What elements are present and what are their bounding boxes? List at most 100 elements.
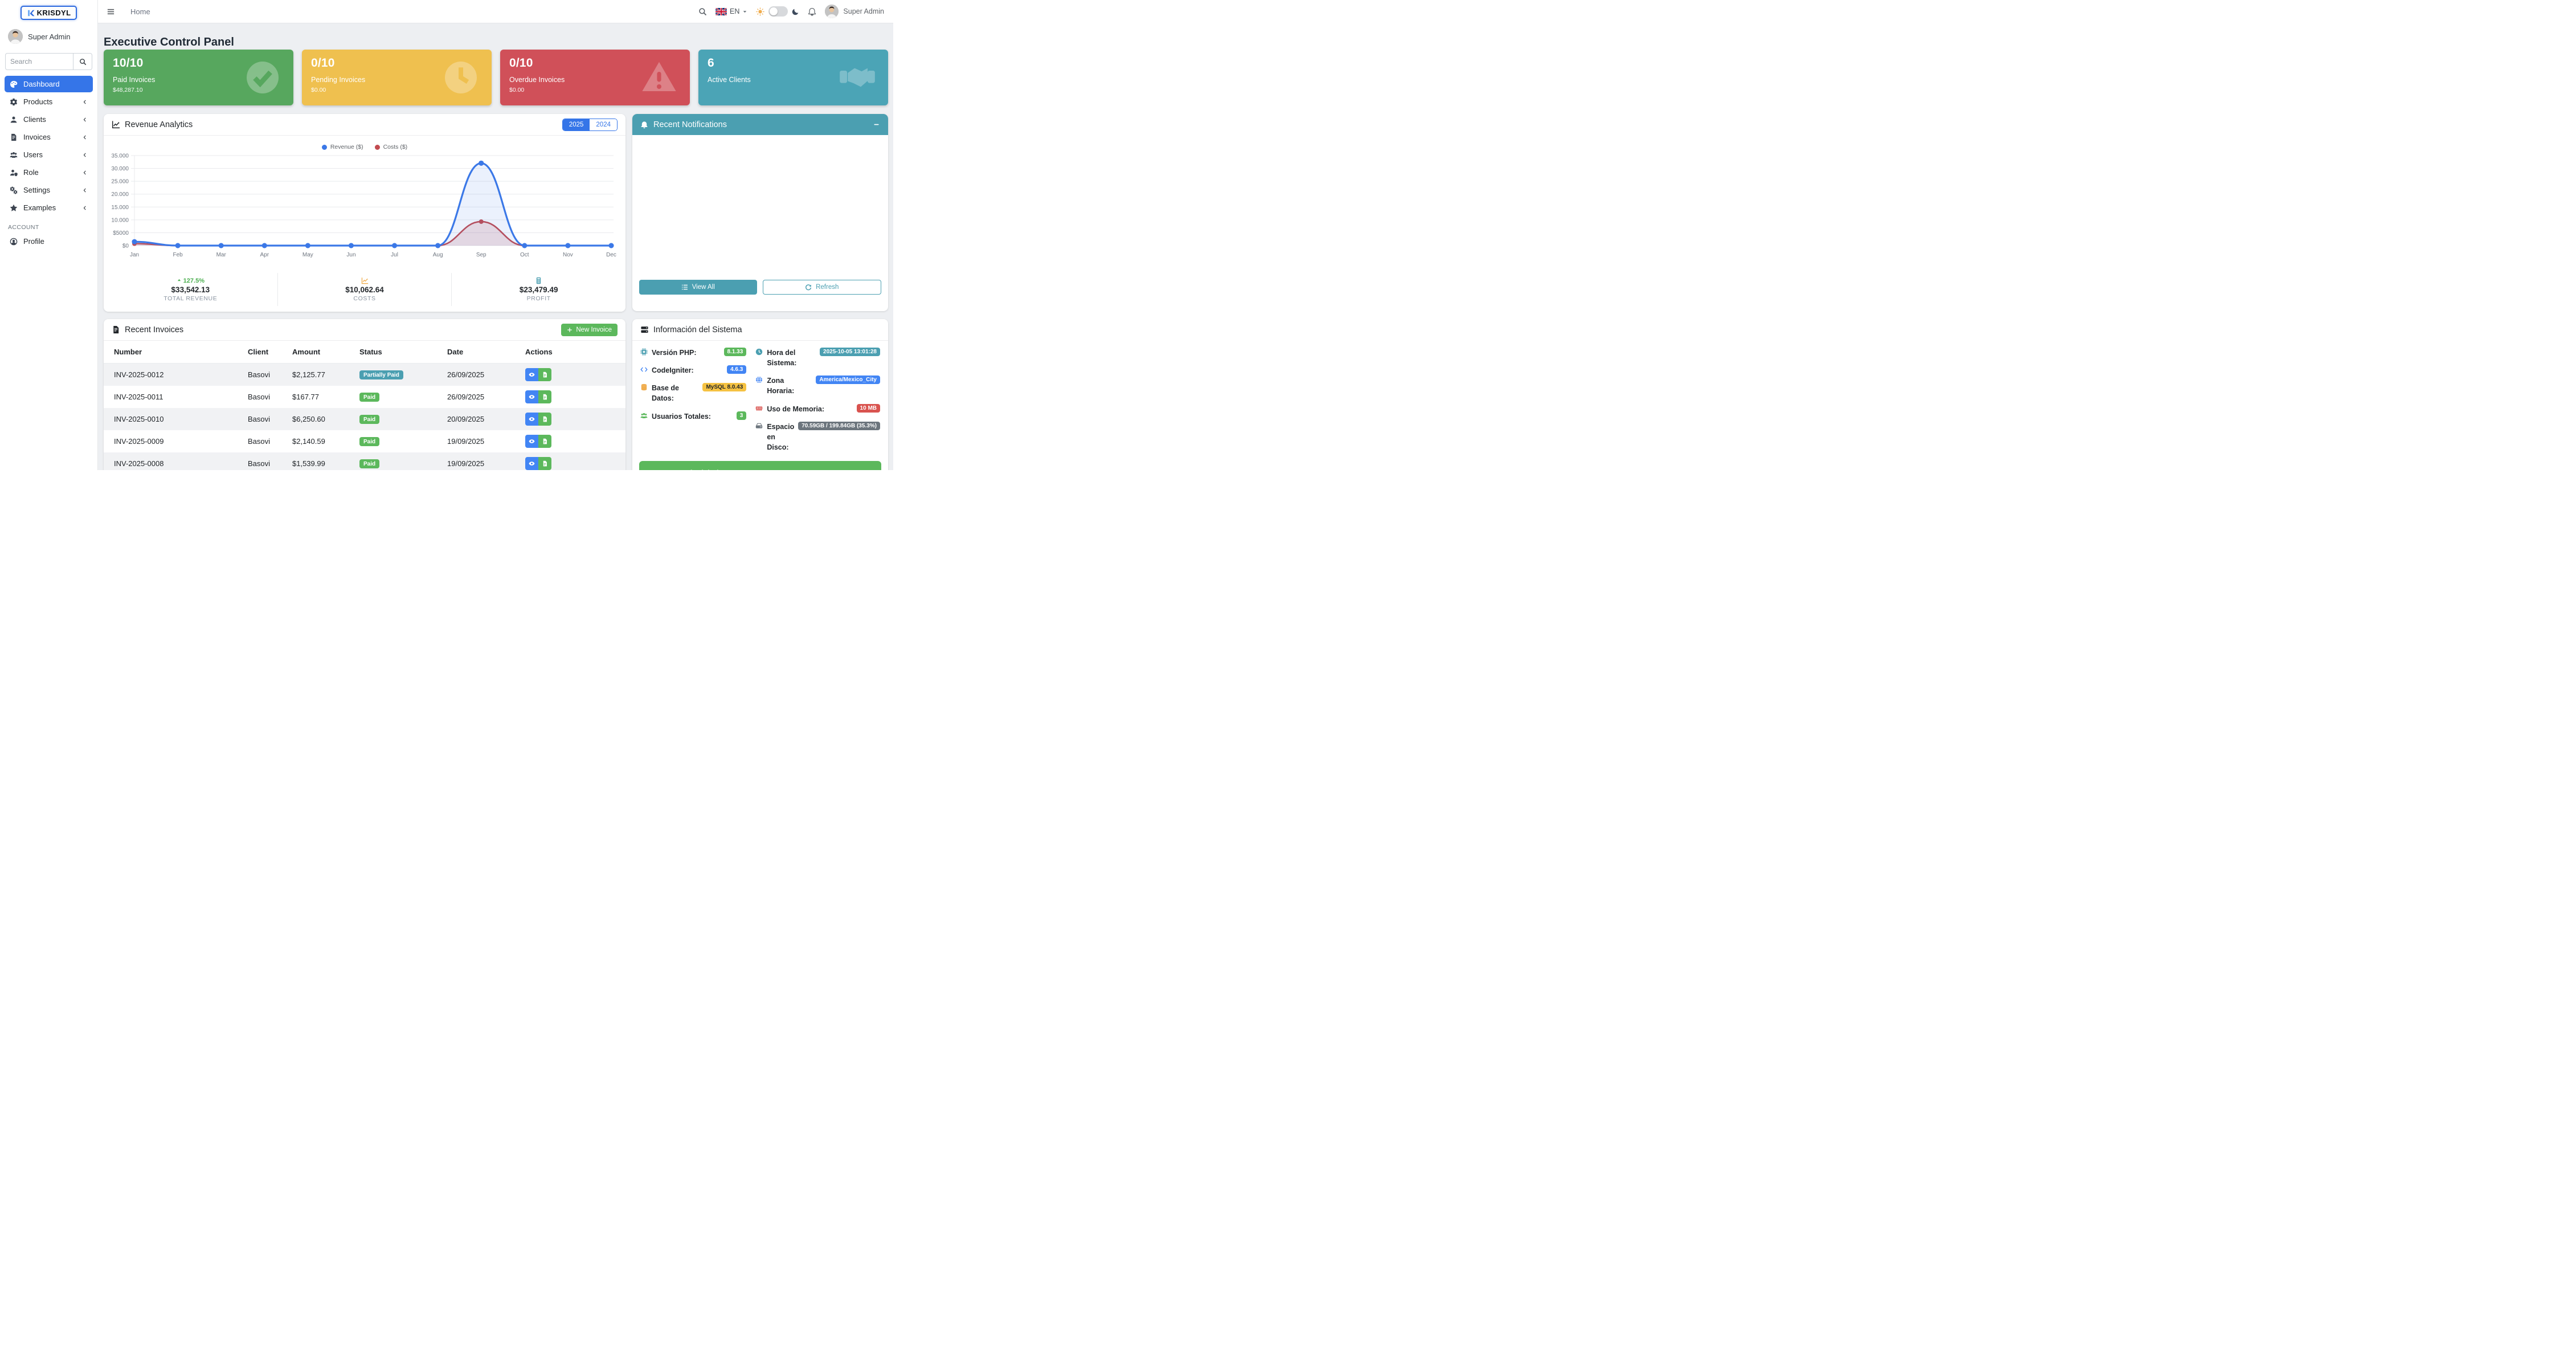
year-button-group: 2025 2024 <box>562 118 618 131</box>
sidebar-item-label: Role <box>23 168 39 177</box>
download-pdf-button[interactable] <box>538 368 551 381</box>
download-pdf-button[interactable] <box>538 457 551 470</box>
legend-item[interactable]: Costs ($) <box>374 144 408 150</box>
invoice-status-cell: Paid <box>359 414 447 425</box>
eye-icon <box>529 372 535 378</box>
recent-notifications-card: Recent Notifications View All Refresh <box>632 114 888 311</box>
year-button-2024[interactable]: 2024 <box>590 119 617 130</box>
action-button-group <box>525 368 551 381</box>
sidebar-toggle-button[interactable] <box>107 7 115 16</box>
revenue-analytics-card: Revenue Analytics 2025 2024 Revenue ($) Co… <box>104 114 625 312</box>
sidebar-item-profile[interactable]: Profile <box>5 233 93 250</box>
refresh-button[interactable]: Refresh <box>762 280 881 295</box>
svg-text:May: May <box>302 252 313 258</box>
column-header-number: Number <box>114 348 142 356</box>
invoice-actions-cell <box>525 413 625 426</box>
system-info-card: Información del Sistema Versión PHP: 8.1.… <box>632 319 888 470</box>
sidebar-item-role[interactable]: Role <box>5 164 93 181</box>
view-invoice-button[interactable] <box>525 457 538 470</box>
download-pdf-button[interactable] <box>538 435 551 448</box>
person-icon <box>10 116 18 124</box>
stat-card-paid-invoices: 10/10 Paid Invoices $48,287.10 <box>104 50 293 105</box>
stat-card-pending-invoices: 0/10 Pending Invoices $0.00 <box>302 50 492 105</box>
download-pdf-button[interactable] <box>538 413 551 426</box>
legend-label: Costs ($) <box>383 144 408 150</box>
download-pdf-button[interactable] <box>538 390 551 403</box>
gears-icon <box>10 186 18 194</box>
view-all-button[interactable]: View All <box>639 280 757 295</box>
stat-sub-value: $0.00 <box>509 87 525 93</box>
chevron-left-icon <box>82 187 88 193</box>
sidebar-item-products[interactable]: Products <box>5 93 93 110</box>
invoice-status-cell: Paid <box>359 436 447 447</box>
app-logo[interactable]: KRISDYL <box>20 6 77 20</box>
invoice-amount-cell: $6,250.60 <box>292 415 325 423</box>
view-invoice-button[interactable] <box>525 435 538 448</box>
chevron-left-icon <box>82 152 88 158</box>
globe-icon <box>755 376 763 383</box>
topbar-search-icon[interactable] <box>698 7 707 16</box>
code-icon <box>640 366 648 373</box>
invoices-title: Recent Invoices <box>125 325 184 334</box>
sidebar-search-button[interactable] <box>73 53 92 70</box>
sidebar-item-users[interactable]: Users <box>5 146 93 163</box>
system-status-title: Estado del Sistema <box>672 468 740 470</box>
language-selector[interactable]: EN <box>715 7 747 15</box>
sidebar-nav-account: Profile <box>0 233 97 250</box>
invoice-row-INV-2025-0012: INV-2025-0012 Basovi $2,125.77 Partially Pa… <box>104 364 625 386</box>
stat-label: Overdue Invoices <box>509 76 565 84</box>
sidebar-user[interactable]: Super Admin <box>0 20 97 51</box>
invoice-date-cell: 19/09/2025 <box>447 437 485 446</box>
notifications-bell-icon[interactable] <box>808 7 816 16</box>
main-content: Executive Control Panel 10/10 Paid Invoic… <box>97 23 893 470</box>
invoice-date-cell: 20/09/2025 <box>447 415 485 423</box>
file-pdf-icon <box>542 394 548 400</box>
legend-dot <box>374 144 380 150</box>
chevron-left-icon <box>82 170 88 176</box>
sun-icon <box>756 7 764 16</box>
list-icon <box>681 284 688 291</box>
new-invoice-button[interactable]: New Invoice <box>561 323 618 336</box>
file-pdf-icon <box>542 460 548 467</box>
sidebar-search-input[interactable] <box>5 53 73 70</box>
invoice-date-cell: 19/09/2025 <box>447 459 485 468</box>
invoice-actions-cell <box>525 457 625 470</box>
sidebar-item-invoices[interactable]: Invoices <box>5 129 93 145</box>
sidebar-item-settings[interactable]: Settings <box>5 182 93 198</box>
sidebar-item-examples[interactable]: Examples <box>5 199 93 216</box>
invoice-client-cell: Basovi <box>248 393 271 401</box>
eye-icon <box>529 438 535 444</box>
legend-item[interactable]: Revenue ($) <box>321 144 363 150</box>
collapse-minus-button[interactable] <box>873 121 880 128</box>
svg-text:Jul: Jul <box>391 252 398 258</box>
caret-down-icon <box>742 9 747 14</box>
info-value-badge: 8.1.33 <box>723 348 747 356</box>
system-info-row: Espacio en Disco: 70.59GB / 199.84GB (35.… <box>755 421 880 452</box>
sidebar-item-dashboard[interactable]: Dashboard <box>5 76 93 92</box>
year-button-2025[interactable]: 2025 <box>562 119 590 130</box>
view-invoice-button[interactable] <box>525 413 538 426</box>
invoice-table-header: Number Client Amount Status Date Actions <box>104 341 625 364</box>
sidebar-item-clients[interactable]: Clients <box>5 111 93 128</box>
view-invoice-button[interactable] <box>525 368 538 381</box>
info-label: Uso de Memoria: <box>767 405 825 413</box>
invoice-amount-cell: $2,140.59 <box>292 437 325 446</box>
microchip-icon <box>640 348 648 356</box>
info-value-badge: 70.59GB / 199.84GB (35.3%) <box>798 421 880 430</box>
stat-value: 0/10 <box>311 56 335 70</box>
invoice-row-INV-2025-0008: INV-2025-0008 Basovi $1,539.99 Paid 19/09/20… <box>104 452 625 470</box>
user-menu[interactable]: Super Admin <box>825 5 884 18</box>
sidebar-item-label: Invoices <box>23 133 51 141</box>
logo-k-icon <box>27 9 35 17</box>
info-label: Zona Horaria: <box>767 377 795 395</box>
chart-summary: 127.5% $33,542.13 TOTAL REVENUE $10,062.… <box>104 273 625 306</box>
svg-text:$5000: $5000 <box>113 230 129 236</box>
gear-icon <box>10 98 18 106</box>
invoice-status-cell: Paid <box>359 392 447 402</box>
invoice-number-cell: INV-2025-0011 <box>114 393 163 401</box>
theme-toggle[interactable] <box>768 6 788 17</box>
view-invoice-button[interactable] <box>525 390 538 403</box>
arrow-up-icon <box>177 278 182 283</box>
info-value-badge: 10 MB <box>856 403 880 413</box>
invoice-number-cell: INV-2025-0008 <box>114 459 164 468</box>
